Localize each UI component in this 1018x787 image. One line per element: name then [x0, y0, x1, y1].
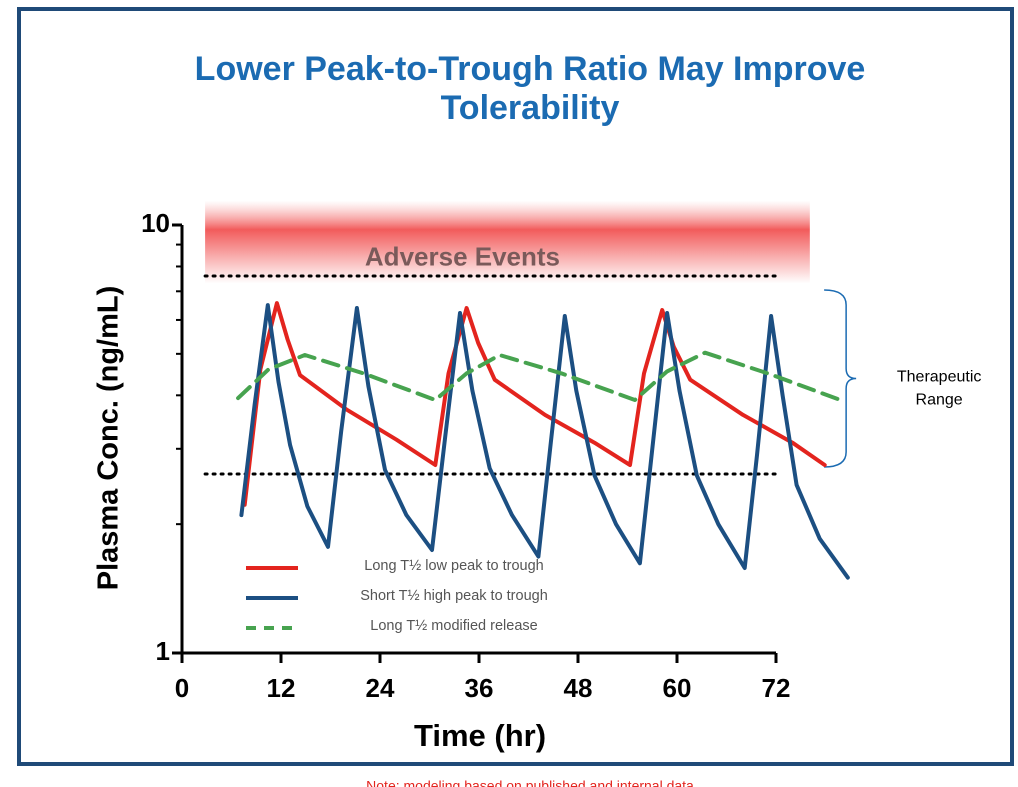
legend-label: Long T½ modified release — [370, 618, 537, 634]
x-tick-label: 60 — [663, 673, 692, 703]
x-tick-label: 24 — [366, 673, 395, 703]
bracket-label: Range — [916, 392, 963, 409]
y-tick-label: 1 — [156, 636, 170, 666]
chart-title: Tolerability — [441, 89, 620, 127]
x-tick-label: 0 — [175, 673, 189, 703]
therapeutic-bracket — [824, 289, 857, 468]
x-tick-label: 48 — [564, 673, 593, 703]
band-label: Adverse Events — [365, 241, 560, 271]
x-tick-label: 72 — [762, 673, 791, 703]
footnote: Note: modeling based on published and in… — [366, 778, 694, 787]
legend-label: Long T½ low peak to trough — [364, 558, 544, 574]
series-line — [236, 350, 843, 402]
adverse-band — [205, 200, 810, 284]
x-tick-label: 36 — [465, 673, 494, 703]
y-axis-label: Plasma Conc. (ng/mL) — [93, 286, 125, 591]
y-tick-label: 10 — [141, 208, 170, 238]
x-axis-label: Time (hr) — [414, 718, 546, 753]
x-tick-label: 12 — [267, 673, 296, 703]
series-line — [239, 303, 850, 580]
chart-title: Lower Peak-to-Trough Ratio May Improve — [195, 50, 866, 88]
bracket-label: Therapeutic — [897, 369, 982, 386]
legend-label: Short T½ high peak to trough — [360, 588, 548, 604]
